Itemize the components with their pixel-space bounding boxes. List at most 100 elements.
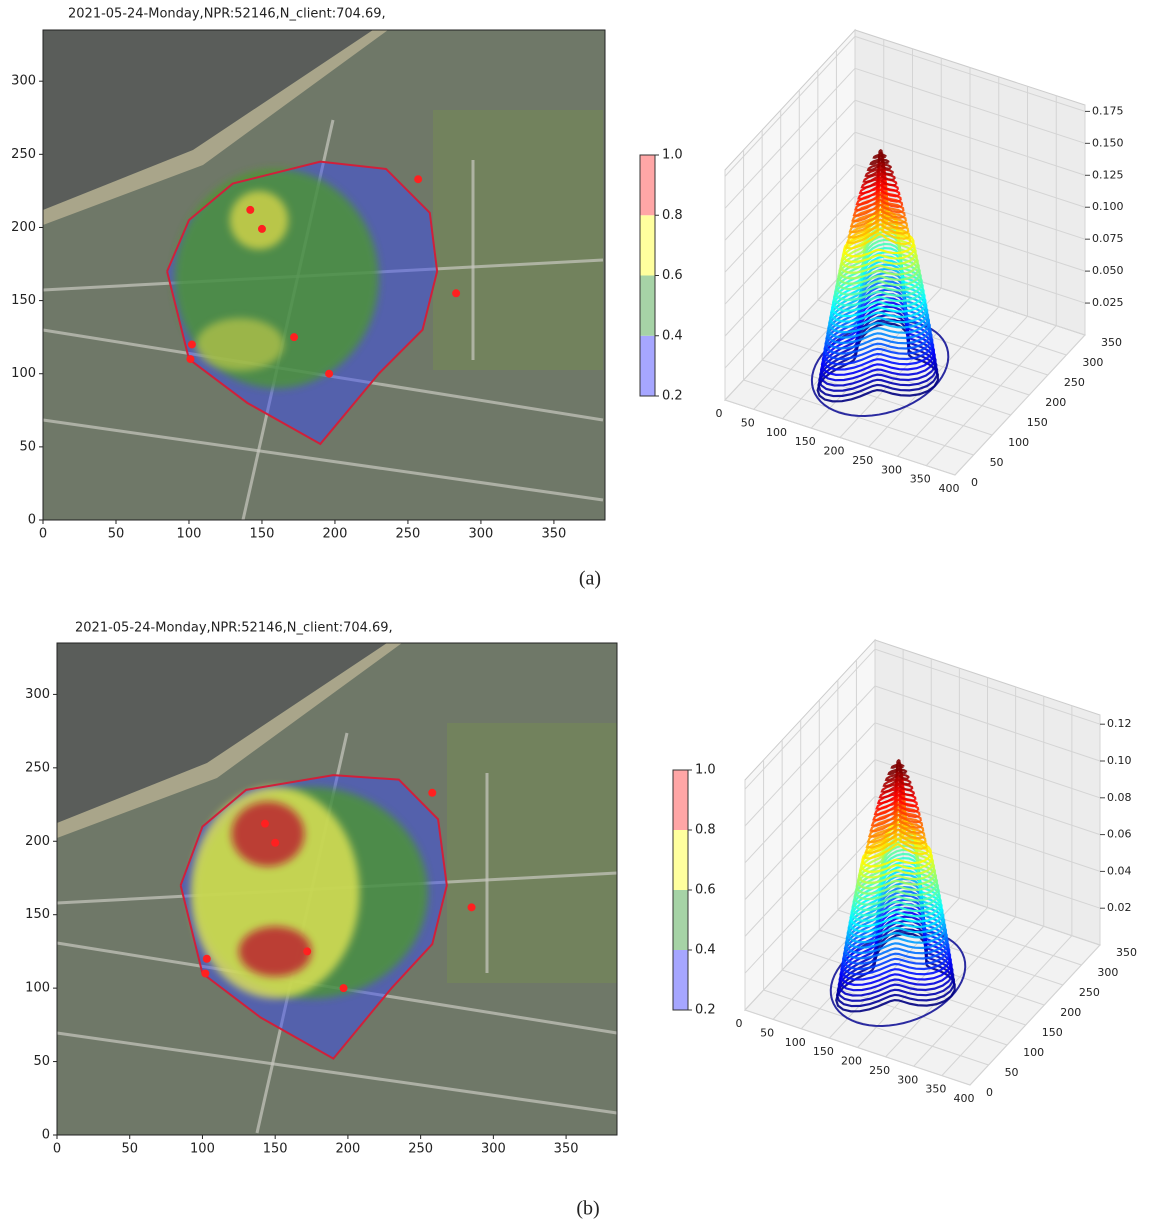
grid-line bbox=[744, 722, 876, 864]
panel-caption: (a) bbox=[579, 568, 601, 590]
y-tick-label: 50 bbox=[990, 456, 1004, 469]
y-tick-label: 250 bbox=[1064, 376, 1085, 389]
grid-line bbox=[724, 195, 856, 337]
x-tick-label: 200 bbox=[335, 1142, 360, 1157]
y-tick-label: 0 bbox=[28, 513, 36, 528]
y-tick-label: 250 bbox=[25, 760, 50, 775]
surface-layer bbox=[869, 151, 890, 166]
x-tick-label: 300 bbox=[469, 527, 494, 542]
surface-layer bbox=[875, 781, 918, 811]
grid-line bbox=[781, 969, 1008, 1046]
surface-layer bbox=[824, 284, 932, 355]
colorbar-tick-label: 0.6 bbox=[662, 268, 683, 283]
grid-line bbox=[897, 315, 1028, 457]
grid-line bbox=[854, 131, 1086, 208]
surface-layer bbox=[849, 865, 943, 928]
river bbox=[43, 30, 373, 210]
grid-line bbox=[913, 925, 1045, 1067]
surface-layer bbox=[831, 251, 925, 312]
point bbox=[290, 333, 299, 342]
y-tick-label: 0 bbox=[986, 1086, 993, 1099]
x-tick-label: 100 bbox=[190, 1142, 215, 1157]
road bbox=[42, 418, 604, 502]
density-red bbox=[238, 926, 312, 977]
grid-line bbox=[744, 832, 876, 974]
surface-layer bbox=[826, 276, 931, 344]
grid-line bbox=[854, 67, 1086, 144]
y-tick-label: 200 bbox=[1045, 396, 1066, 409]
x-tick-label: 250 bbox=[869, 1064, 890, 1077]
grid-line bbox=[885, 916, 1016, 1058]
colorbar-tick-label: 1.0 bbox=[695, 763, 716, 778]
z-tick-label: 0.12 bbox=[1107, 717, 1132, 730]
x-tick-label: 100 bbox=[766, 426, 787, 439]
grid-line bbox=[744, 648, 876, 790]
y-tick-label: 300 bbox=[1097, 966, 1118, 979]
x-tick-label: 350 bbox=[541, 527, 566, 542]
point bbox=[303, 947, 312, 956]
plot-frame bbox=[42, 29, 606, 521]
surface-layer bbox=[884, 764, 910, 782]
surface-layer bbox=[825, 280, 931, 350]
grid-line bbox=[874, 869, 1101, 946]
colorbar-tick-label: 0.4 bbox=[695, 943, 716, 958]
y-tick-label: 50 bbox=[33, 1054, 50, 1069]
x-tick-label: 0 bbox=[53, 1142, 61, 1157]
x-tick-label: 150 bbox=[795, 435, 816, 448]
z-tick-label: 0.175 bbox=[1092, 104, 1124, 117]
y-tick-label: 0 bbox=[971, 476, 978, 489]
grid-line bbox=[857, 907, 988, 1048]
y-tick-label: 300 bbox=[11, 74, 36, 89]
grid-line bbox=[763, 989, 989, 1066]
surface-layer bbox=[856, 836, 936, 890]
y-tick-label: 50 bbox=[19, 439, 36, 454]
y-tick-label: 100 bbox=[11, 366, 36, 381]
y-tick-label: 200 bbox=[1060, 1006, 1081, 1019]
surface-layer bbox=[864, 157, 894, 178]
point bbox=[257, 224, 266, 233]
surface-layer bbox=[866, 154, 892, 172]
surface-layer bbox=[878, 774, 915, 799]
density-yellow bbox=[196, 318, 284, 371]
colorbar-band bbox=[640, 155, 655, 216]
grid-line bbox=[874, 759, 1101, 836]
x-tick-label: 300 bbox=[481, 1142, 506, 1157]
y-tick-label: 350 bbox=[1101, 336, 1122, 349]
x-tick-label: 250 bbox=[408, 1142, 433, 1157]
y-tick-label: 300 bbox=[25, 687, 50, 702]
x-tick-label: 100 bbox=[177, 527, 202, 542]
x-tick-label: 0 bbox=[716, 407, 723, 420]
grid-line bbox=[854, 99, 1086, 176]
surface-layer bbox=[816, 322, 939, 403]
point bbox=[452, 289, 461, 298]
surface-layer bbox=[834, 242, 923, 302]
x-tick-label: 200 bbox=[323, 527, 348, 542]
x-tick-label: 350 bbox=[554, 1142, 579, 1157]
surface-layer bbox=[851, 856, 941, 917]
chart-title: 2021-05-24-Monday,NPR:52146,N_client:704… bbox=[75, 621, 393, 636]
point bbox=[202, 954, 211, 963]
x-tick-label: 0 bbox=[39, 527, 47, 542]
x-tick-label: 200 bbox=[824, 445, 845, 458]
surface-layer bbox=[852, 182, 905, 217]
x-tick-label: 50 bbox=[760, 1026, 774, 1039]
z-tick-label: 0.075 bbox=[1092, 232, 1124, 245]
density-yellow bbox=[229, 190, 289, 250]
surface-layer bbox=[869, 796, 924, 833]
point bbox=[325, 369, 334, 378]
surface-layer bbox=[835, 932, 956, 1013]
x-tick-label: 50 bbox=[121, 1142, 138, 1157]
surface-layer bbox=[867, 800, 925, 838]
y-tick-label: 50 bbox=[1005, 1066, 1019, 1079]
surface-layer bbox=[853, 179, 904, 212]
point bbox=[428, 788, 437, 797]
z-tick-label: 0.025 bbox=[1092, 296, 1124, 309]
y-tick-label: 150 bbox=[1042, 1026, 1063, 1039]
surface-layer bbox=[887, 761, 908, 776]
grid-line bbox=[724, 67, 856, 209]
surface-layer bbox=[870, 792, 922, 827]
chart-title: 2021-05-24-Monday,NPR:52146,N_client:704… bbox=[68, 7, 386, 22]
surface-layer bbox=[830, 255, 926, 318]
z-tick-label: 0.050 bbox=[1092, 264, 1124, 277]
